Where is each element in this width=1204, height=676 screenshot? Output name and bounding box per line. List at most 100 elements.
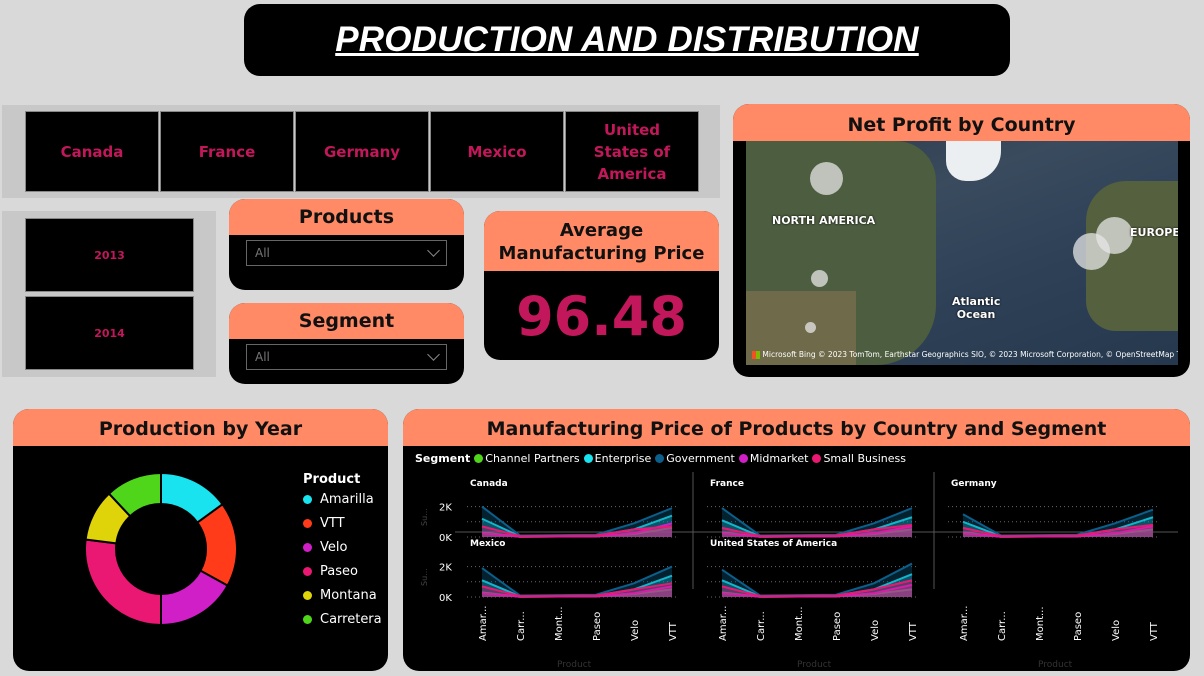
legend-dot <box>303 566 312 576</box>
donut-slice-carretera[interactable] <box>107 471 162 518</box>
bubble-canada[interactable] <box>810 162 843 195</box>
legend-label: Channel Partners <box>485 452 580 465</box>
segment-legend-item[interactable]: Government <box>655 452 735 465</box>
map-label-atlantic: Atlantic Ocean <box>952 295 1001 321</box>
donut-legend-item-paseo[interactable]: Paseo <box>303 559 382 583</box>
series-area-government <box>722 508 912 537</box>
panel-title: Germany <box>951 479 997 489</box>
x-tick-label: Amar... <box>959 606 970 641</box>
panel-title: France <box>710 479 744 489</box>
x-tick-label: Carr... <box>997 611 1008 641</box>
legend-dot <box>583 454 593 463</box>
x-tick-label: Mont... <box>1035 606 1046 641</box>
panel-title: United States of America <box>710 539 837 549</box>
x-tick-label: Velo <box>630 620 641 641</box>
x-tick-label: Paseo <box>592 612 603 641</box>
y-axis-title: Su... <box>420 508 429 526</box>
country-button-usa[interactable]: United States of America <box>565 111 699 192</box>
donut-legend-item-vtt[interactable]: VTT <box>303 511 382 535</box>
x-tick-label: VTT <box>668 621 679 641</box>
series-area-small-business <box>482 526 672 537</box>
dashboard-title: PRODUCTION AND DISTRIBUTION <box>335 20 919 59</box>
dashboard-title-bar: PRODUCTION AND DISTRIBUTION <box>244 4 1010 76</box>
legend-dot <box>303 518 312 528</box>
x-tick-label: VTT <box>1149 621 1160 641</box>
series-area-small-business <box>963 524 1153 537</box>
y-axis-title: Su... <box>420 568 429 586</box>
country-button-germany[interactable]: Germany <box>295 111 429 192</box>
segment-slicer-title: Segment <box>229 303 464 339</box>
country-button-mexico[interactable]: Mexico <box>430 111 564 192</box>
y-tick: 0K <box>439 593 452 604</box>
panel-title: Mexico <box>470 539 505 549</box>
y-tick: 2K <box>439 503 452 514</box>
map-attribution: Microsoft Bing © 2023 TomTom, Earthstar … <box>752 350 1178 359</box>
x-tick-label: Carr... <box>516 611 527 641</box>
bubble-mexico[interactable] <box>805 322 816 333</box>
production-by-year-card: Production by Year Product Amarilla VTT Ve… <box>13 409 388 671</box>
chevron-down-icon <box>427 348 440 361</box>
small-multiples-title: Manufacturing Price of Products by Count… <box>403 409 1190 446</box>
x-tick-label: Mont... <box>794 606 805 641</box>
map-title: Net Profit by Country <box>733 104 1190 141</box>
segment-legend-item[interactable]: Enterprise <box>583 452 651 465</box>
donut-title: Production by Year <box>13 409 388 446</box>
kpi-card: Average Manufacturing Price 96.48 <box>484 211 719 360</box>
kpi-title: Average Manufacturing Price <box>484 211 719 271</box>
country-button-france[interactable]: France <box>160 111 294 192</box>
series-area-enterprise <box>722 517 912 537</box>
segment-legend-item[interactable]: Channel Partners <box>474 452 580 465</box>
products-slicer-title: Products <box>229 199 464 235</box>
y-tick: 0K <box>439 533 452 544</box>
legend-dot <box>655 454 665 463</box>
series-line-small-business[interactable] <box>962 523 1154 538</box>
map-logo-text: Microsoft Bing <box>762 350 816 359</box>
bubble-usa[interactable] <box>811 270 828 287</box>
donut-chart <box>84 471 238 627</box>
small-multiples-chart: Canada 2K 0K Su... France Germany Mexico 2K 0K Su… <box>420 472 1178 670</box>
x-tick-label: Paseo <box>1073 612 1084 641</box>
donut-legend-item-montana[interactable]: Montana <box>303 583 382 607</box>
donut-legend-title: Product <box>303 472 361 487</box>
legend-dot <box>738 454 748 463</box>
net-profit-map[interactable]: NORTH AMERICA EUROPE Atlantic Ocean Micr… <box>746 141 1178 365</box>
donut-legend: Product Amarilla VTT Velo Paseo Montana Carre… <box>303 472 382 631</box>
legend-label: Paseo <box>320 563 358 579</box>
map-label-europe: EUROPE <box>1130 226 1178 239</box>
donut-slice-paseo[interactable] <box>84 538 162 627</box>
x-tick-label: Amar... <box>478 606 489 641</box>
kpi-value: 96.48 <box>516 285 687 348</box>
country-button-canada[interactable]: Canada <box>25 111 159 192</box>
legend-label: Velo <box>320 539 348 555</box>
segment-legend-items: Channel Partners Enterprise Government Midm… <box>474 452 910 465</box>
products-slicer-card: Products All <box>229 199 464 290</box>
series-line-small-business[interactable] <box>481 582 673 598</box>
series-line-small-business[interactable] <box>721 523 913 538</box>
segment-legend-item[interactable]: Small Business <box>812 452 906 465</box>
series-line-small-business[interactable] <box>481 525 673 538</box>
year-button-2014[interactable]: 2014 <box>25 296 194 370</box>
segment-dropdown[interactable]: All <box>246 344 447 370</box>
panel-title: Canada <box>470 479 508 489</box>
donut-legend-items: Amarilla VTT Velo Paseo Montana Carretera <box>303 487 382 631</box>
series-area-government <box>482 566 672 597</box>
x-axis-title: Product <box>1038 660 1073 670</box>
products-dropdown[interactable]: All <box>246 240 447 266</box>
segment-legend-item[interactable]: Midmarket <box>738 452 809 465</box>
series-area-government <box>482 506 672 537</box>
segment-legend-title: Segment <box>415 452 471 465</box>
x-tick-label: Velo <box>870 620 881 641</box>
legend-dot <box>474 454 484 463</box>
segment-dropdown-value: All <box>255 350 270 364</box>
donut-legend-item-velo[interactable]: Velo <box>303 535 382 559</box>
y-tick: 2K <box>439 563 452 574</box>
bubble-france[interactable] <box>1073 233 1110 270</box>
legend-label: Midmarket <box>749 452 809 465</box>
donut-legend-item-carretera[interactable]: Carretera <box>303 607 382 631</box>
legend-dot <box>812 454 822 463</box>
year-button-2013[interactable]: 2013 <box>25 218 194 292</box>
donut-legend-item-amarilla[interactable]: Amarilla <box>303 487 382 511</box>
series-line-small-business[interactable] <box>721 579 913 598</box>
series-area-government <box>722 563 912 597</box>
x-tick-label: Carr... <box>756 611 767 641</box>
